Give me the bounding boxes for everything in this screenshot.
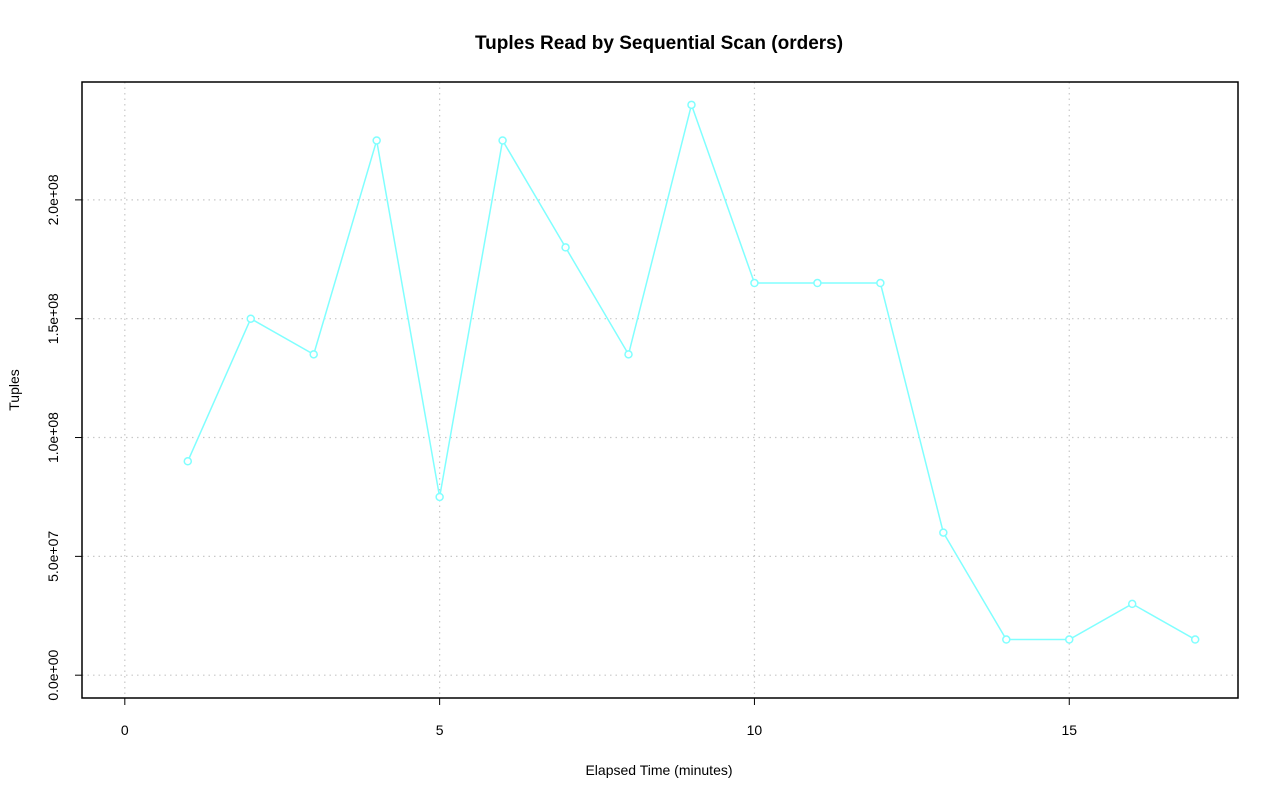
data-line [187, 102, 1196, 641]
data-point [1190, 635, 1200, 644]
data-point [498, 136, 507, 145]
y-tick-label: 1.0e+08 [45, 412, 61, 463]
data-point [435, 492, 444, 502]
data-point [687, 100, 696, 110]
data-point [813, 278, 822, 288]
data-point [1002, 635, 1011, 644]
y-axis-label: Tuples [6, 369, 22, 411]
y-tick-label: 2.0e+08 [45, 174, 61, 225]
data-point [183, 457, 193, 466]
data-point [876, 278, 885, 288]
y-tick-label: 5.0e+07 [45, 531, 61, 582]
plot-frame [81, 81, 1239, 699]
data-point [939, 528, 948, 537]
chart-title: Tuples Read by Sequential Scan (orders) [475, 33, 843, 54]
data-point [1127, 599, 1137, 609]
data-point [561, 243, 570, 252]
y-tick-label: 0.0e+00 [45, 649, 61, 700]
data-point [1065, 635, 1074, 644]
data-point [309, 350, 318, 359]
y-tick-label: 1.5e+08 [45, 293, 61, 344]
data-point [372, 136, 381, 145]
data-point [624, 350, 633, 359]
x-tick-label: 5 [436, 722, 444, 738]
x-tick-label: 0 [121, 722, 129, 738]
data-point [246, 314, 255, 323]
data-point [750, 278, 759, 288]
x-tick-label: 15 [1061, 722, 1077, 738]
x-axis-label: Elapsed Time (minutes) [585, 762, 732, 778]
x-tick-label: 10 [747, 722, 763, 738]
